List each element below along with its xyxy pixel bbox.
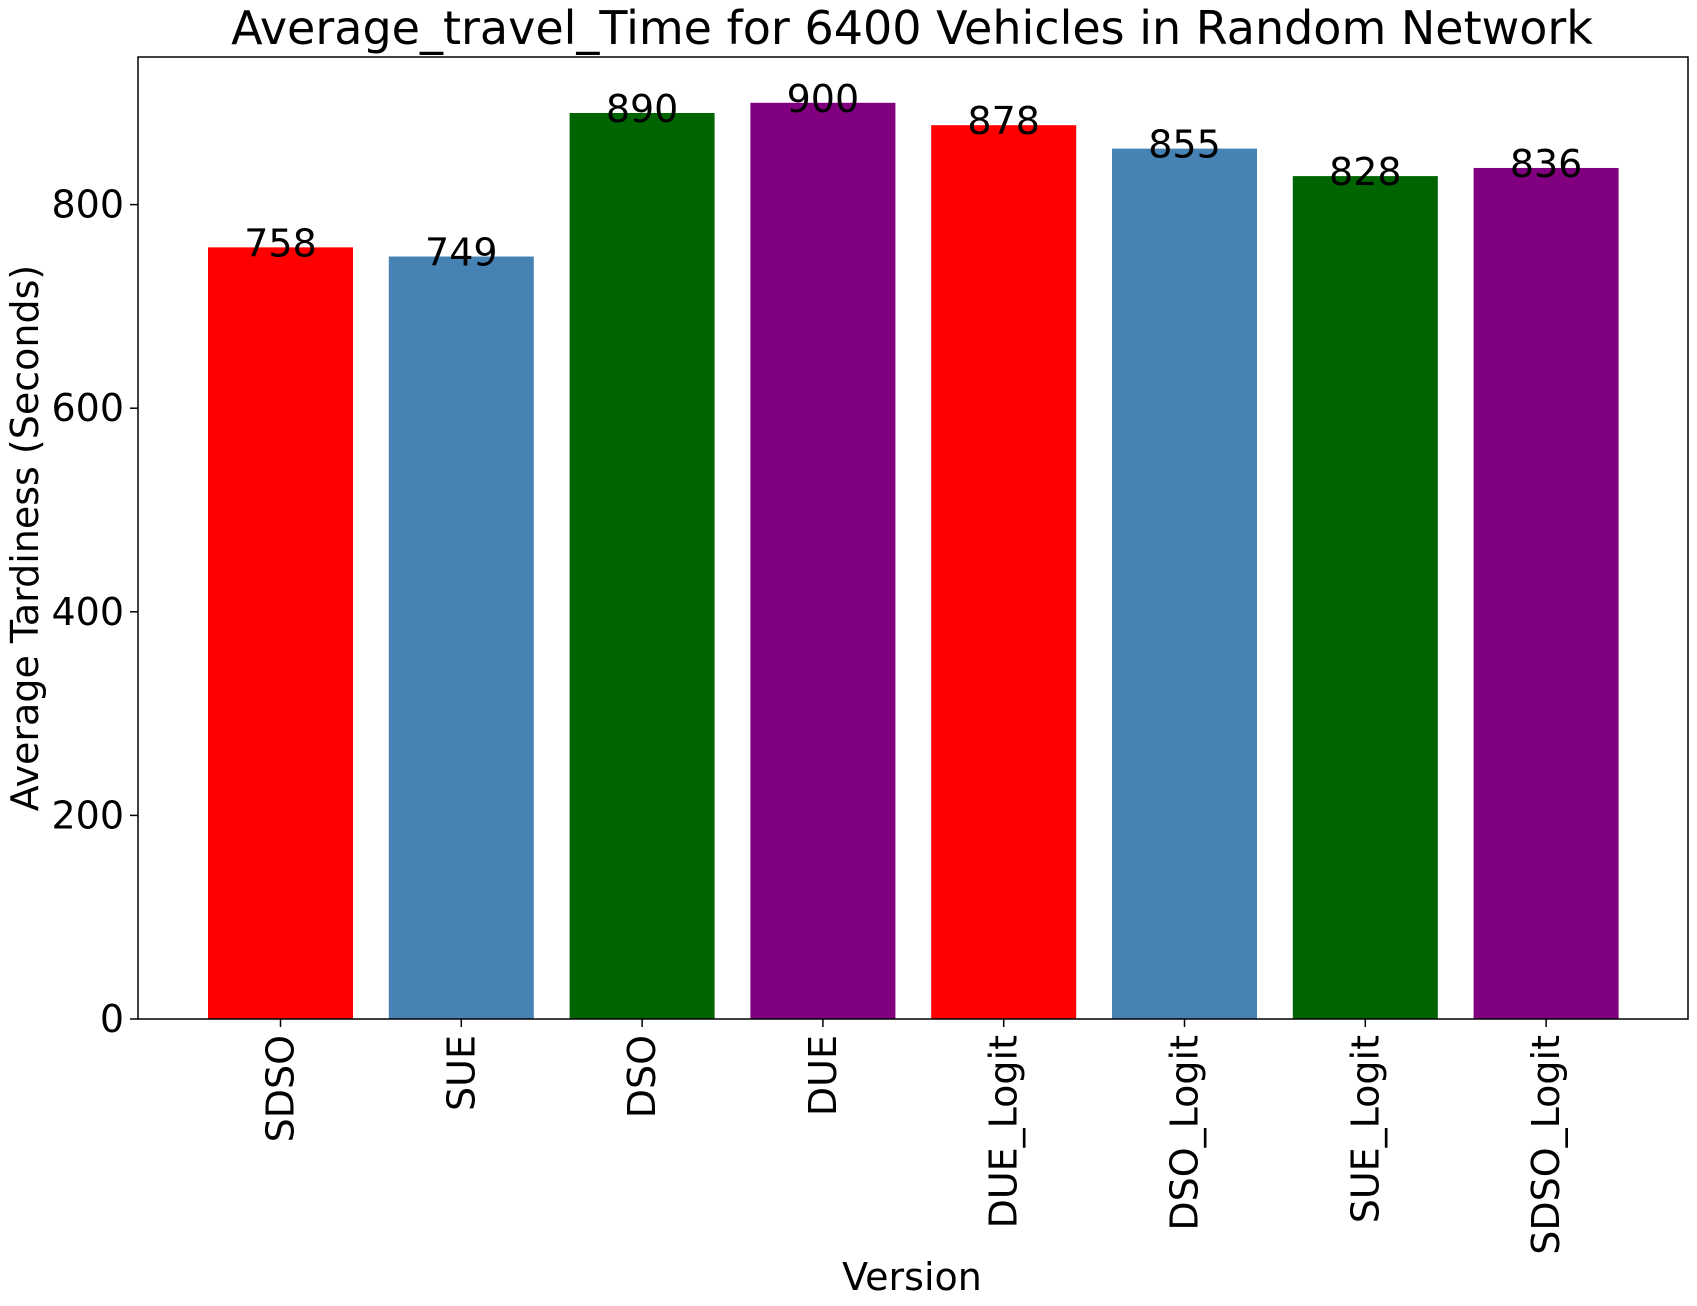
x-axis-ticks: SDSO SUE DSO DUE DUE_Logit DSO_Logit SUE_Logit…: [259, 1019, 1568, 1255]
x-tick-label: DUE_Logit: [982, 1035, 1026, 1228]
y-tick-label: 400: [51, 590, 124, 634]
bar-due: [750, 102, 896, 1020]
bar-labels-group: 758 749 890 900 878 855 828 836: [244, 77, 1582, 275]
chart-title: Average_travel_Time for 6400 Vehicles in…: [231, 1, 1593, 55]
bar-value-label: 828: [1329, 150, 1402, 194]
bar-dso-logit: [1112, 148, 1257, 1020]
bar-dso: [569, 112, 715, 1019]
plot-area-frame: [137, 56, 1689, 1020]
x-tick-label: DUE: [801, 1035, 845, 1116]
bar-sdso-logit: [1473, 167, 1619, 1020]
bar-value-label: 836: [1510, 142, 1583, 186]
bar-value-label: 890: [606, 87, 679, 131]
bar-value-label: 758: [244, 221, 317, 265]
x-tick-label: SUE_Logit: [1343, 1035, 1387, 1223]
bar-value-label: 900: [787, 77, 860, 121]
bar-due-logit: [931, 125, 1077, 1019]
x-tick-label: SDSO_Logit: [1524, 1035, 1568, 1255]
x-tick-label: DSO_Logit: [1163, 1035, 1207, 1231]
bar-value-label: 878: [967, 99, 1040, 143]
y-axis-ticks: 0 200 400 600 800: [51, 183, 138, 1041]
y-tick-label: 600: [51, 386, 124, 430]
bar-sue: [388, 256, 534, 1019]
y-tick-label: 0: [100, 997, 124, 1041]
bar-value-label: 855: [1148, 123, 1221, 167]
y-tick-label: 800: [51, 183, 124, 227]
x-tick-label: DSO: [620, 1035, 664, 1118]
y-axis-label: Average Tardiness (Seconds): [3, 265, 47, 811]
bar-sue-logit: [1292, 176, 1438, 1020]
bar-sdso: [208, 247, 353, 1019]
y-tick-label: 200: [51, 793, 124, 837]
x-axis-label: Version: [842, 1255, 982, 1299]
bars-group: [208, 102, 1619, 1020]
bar-value-label: 749: [425, 231, 498, 275]
x-tick-label: SUE: [439, 1035, 483, 1111]
x-tick-label: SDSO: [259, 1035, 303, 1142]
